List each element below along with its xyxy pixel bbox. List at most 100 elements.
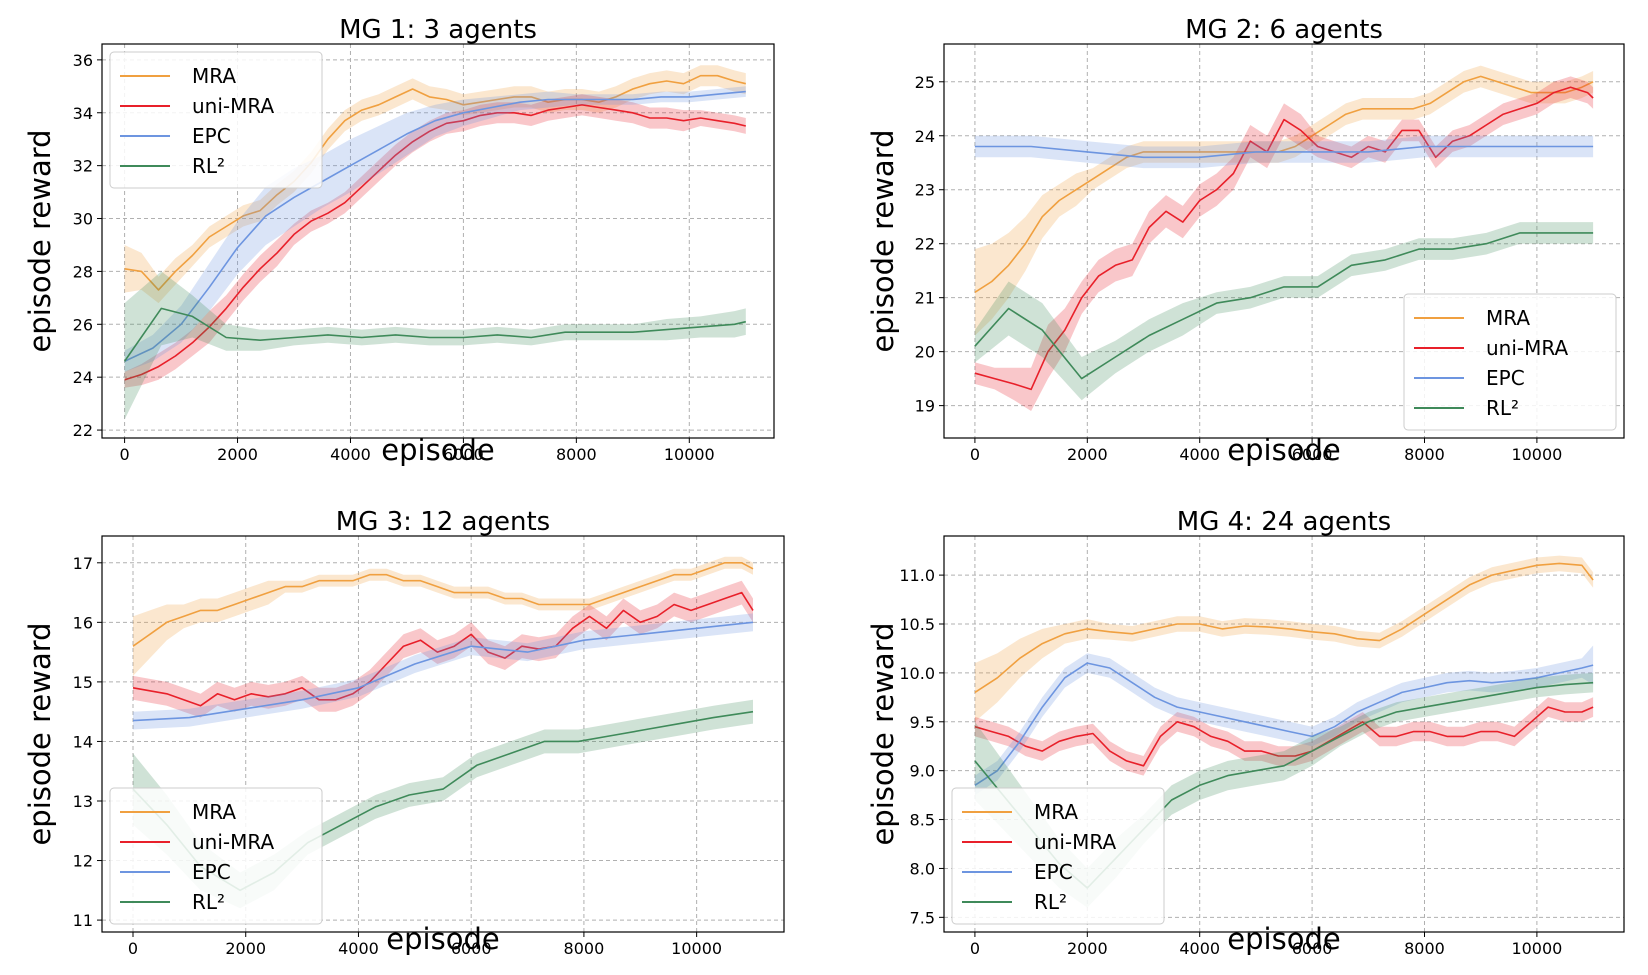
legend-label: MRA bbox=[192, 64, 236, 88]
y-tick-label: 10.5 bbox=[899, 615, 935, 634]
legend-label: RL² bbox=[1034, 890, 1067, 914]
series-line-epc bbox=[974, 662, 1594, 786]
chart-title: MG 3: 12 agents bbox=[336, 507, 550, 537]
legend-label: EPC bbox=[192, 860, 231, 884]
series-line-uni-mra bbox=[974, 86, 1594, 391]
legend-label: EPC bbox=[1034, 860, 1073, 884]
y-tick-label: 10.0 bbox=[899, 664, 935, 683]
x-tick-label: 10000 bbox=[1511, 939, 1562, 958]
series-line-epc bbox=[124, 90, 746, 363]
legend-label: MRA bbox=[192, 800, 236, 824]
series-line-uni-mra bbox=[124, 104, 746, 381]
x-tick-label: 0 bbox=[119, 445, 129, 464]
plot-frame bbox=[101, 535, 785, 933]
series-band-mra bbox=[974, 555, 1594, 722]
x-tick-label: 4000 bbox=[1179, 939, 1220, 958]
x-tick-label: 0 bbox=[970, 939, 980, 958]
series-band-rl- bbox=[974, 222, 1594, 401]
y-tick-label: 9.0 bbox=[910, 762, 935, 781]
legend-label: MRA bbox=[1034, 800, 1078, 824]
series-band-epc bbox=[974, 645, 1594, 796]
y-tick-label: 28 bbox=[73, 262, 93, 281]
series-line-uni-mra bbox=[974, 706, 1594, 767]
chart-panel-2: 0 2000 4000 6000 8000 10000 19 20 21 22 23 24 25 MG 2… bbox=[866, 15, 1625, 467]
y-tick-label: 21 bbox=[915, 289, 935, 308]
x-tick-label: 4000 bbox=[330, 445, 371, 464]
x-tick-label: 8000 bbox=[1404, 445, 1445, 464]
x-tick-label: 4000 bbox=[1179, 445, 1220, 464]
chart-title: MG 4: 24 agents bbox=[1177, 507, 1391, 537]
legend-label: EPC bbox=[192, 124, 231, 148]
y-tick-label: 24 bbox=[915, 127, 935, 146]
series-line-mra bbox=[132, 562, 754, 647]
y-tick-label: 13 bbox=[73, 792, 93, 811]
chart-title: MG 2: 6 agents bbox=[1185, 15, 1383, 45]
legend-box bbox=[109, 787, 323, 925]
legend-label: MRA bbox=[1486, 306, 1530, 330]
series-band-epc bbox=[124, 86, 746, 372]
x-axis-label: episode bbox=[1227, 433, 1340, 467]
x-tick-label: 6000 bbox=[1292, 445, 1333, 464]
legend-label: uni-MRA bbox=[1034, 830, 1116, 854]
legend-label: EPC bbox=[1486, 366, 1525, 390]
series-line-epc bbox=[974, 145, 1594, 159]
y-tick-label: 32 bbox=[73, 157, 93, 176]
chart-panel-1: 0 2000 4000 6000 8000 10000 22 24 26 28 30 32 34 36 MG… bbox=[23, 15, 775, 467]
chart-panel-3: 0 2000 4000 6000 8000 10000 11 12 13 14 15 16 17 MG 3… bbox=[23, 507, 785, 958]
y-axis-label: episode reward bbox=[866, 129, 900, 352]
y-tick-label: 9.5 bbox=[910, 713, 935, 732]
y-tick-label: 24 bbox=[73, 368, 93, 387]
series-band-uni-mra bbox=[974, 76, 1594, 412]
legend: MRA uni-MRA EPC RL² bbox=[951, 787, 1165, 925]
y-tick-label: 11.0 bbox=[899, 566, 935, 585]
y-tick-label: 16 bbox=[73, 613, 93, 632]
x-tick-label: 10000 bbox=[1511, 445, 1562, 464]
y-tick-label: 12 bbox=[73, 852, 93, 871]
series-band-uni-mra bbox=[124, 94, 746, 388]
series-line-mra bbox=[124, 74, 746, 291]
y-tick-label: 15 bbox=[73, 673, 93, 692]
chart-panel-4: 0 2000 4000 6000 8000 10000 7.5 8.0 8.5 9.0 9.5 10.… bbox=[866, 507, 1625, 958]
y-tick-label: 34 bbox=[73, 104, 93, 123]
series-line-uni-mra bbox=[132, 591, 754, 707]
y-tick-label: 20 bbox=[915, 343, 935, 362]
x-tick-label: 6000 bbox=[451, 939, 492, 958]
y-axis-label: episode reward bbox=[23, 622, 57, 845]
legend-box bbox=[951, 787, 1165, 925]
chart-title: MG 1: 3 agents bbox=[339, 15, 537, 45]
x-tick-label: 2000 bbox=[217, 445, 258, 464]
series-band-mra bbox=[124, 65, 746, 304]
legend-label: RL² bbox=[1486, 396, 1519, 420]
x-tick-label: 10000 bbox=[664, 445, 715, 464]
series-line-epc bbox=[132, 621, 754, 722]
series-line-rl- bbox=[974, 232, 1594, 380]
x-tick-label: 2000 bbox=[1067, 445, 1108, 464]
legend-label: RL² bbox=[192, 890, 225, 914]
y-tick-label: 8.0 bbox=[910, 859, 935, 878]
x-tick-label: 0 bbox=[128, 939, 138, 958]
legend: MRA uni-MRA EPC RL² bbox=[109, 787, 323, 925]
y-axis-label: episode reward bbox=[23, 129, 57, 352]
legend-label: uni-MRA bbox=[192, 94, 274, 118]
series-line-rl- bbox=[123, 307, 746, 362]
series-line-mra bbox=[974, 75, 1594, 293]
y-tick-label: 22 bbox=[915, 235, 935, 254]
x-tick-label: 2000 bbox=[1067, 939, 1108, 958]
x-tick-label: 6000 bbox=[1292, 939, 1333, 958]
legend: MRA uni-MRA EPC RL² bbox=[1403, 293, 1617, 431]
y-tick-label: 26 bbox=[73, 315, 93, 334]
legend-label: RL² bbox=[192, 154, 225, 178]
x-tick-label: 8000 bbox=[1404, 939, 1445, 958]
x-axis-label: episode bbox=[1227, 922, 1340, 956]
x-tick-label: 8000 bbox=[556, 445, 597, 464]
x-tick-label: 10000 bbox=[671, 939, 722, 958]
y-tick-label: 19 bbox=[915, 397, 935, 416]
series-band-epc bbox=[133, 613, 753, 730]
legend: MRA uni-MRA EPC RL² bbox=[109, 51, 323, 189]
plot-frame bbox=[943, 535, 1625, 933]
y-tick-label: 25 bbox=[915, 73, 935, 92]
y-tick-label: 30 bbox=[73, 210, 93, 229]
y-tick-label: 22 bbox=[73, 421, 93, 440]
x-tick-label: 4000 bbox=[338, 939, 379, 958]
